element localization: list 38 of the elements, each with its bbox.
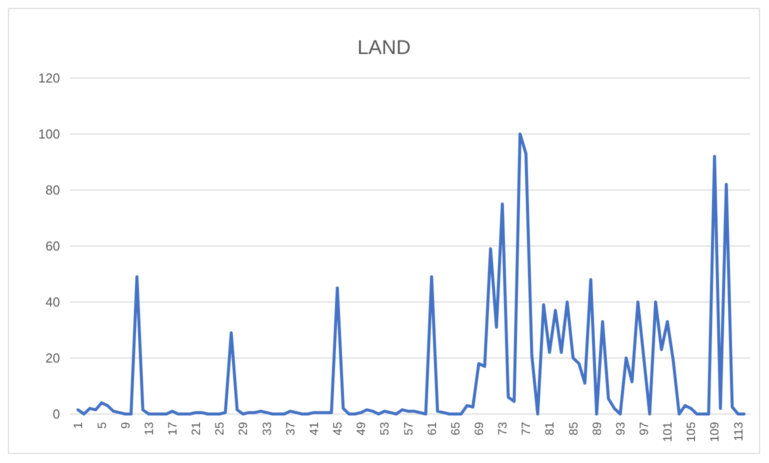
x-tick-label: 21 [189,422,204,436]
y-tick-label: 120 [38,70,60,86]
x-tick-label: 1 [71,422,86,429]
x-tick-label: 49 [354,422,368,436]
x-tick-label: 69 [472,422,486,436]
line-series [76,132,746,416]
x-tick-label: 13 [142,422,156,436]
x-tick-label: 89 [590,422,604,436]
x-tick-label: 37 [283,422,298,436]
x-tick-label: 41 [306,422,321,436]
x-tick-label: 101 [660,422,675,442]
x-tick-label: 33 [260,422,274,436]
x-tick-label: 65 [448,422,462,436]
x-tick-label: 25 [212,422,227,436]
y-tick-label: 100 [38,126,60,142]
x-tick-label: 113 [731,422,746,442]
x-tick-label: 81 [542,422,557,436]
x-tick-label: 73 [496,422,510,436]
x-tick-label: 61 [424,422,439,436]
x-tick-label: 97 [637,422,652,436]
y-tick-label: 0 [52,406,60,422]
x-tick-label: 17 [166,422,180,436]
y-tick-label: 60 [46,238,60,254]
y-tick-label: 20 [46,350,60,366]
y-tick-label: 80 [46,182,60,198]
x-tick-label: 85 [566,422,580,436]
x-tick-label: 5 [94,422,109,429]
x-tick-label: 93 [613,422,628,436]
x-tick-label: 57 [401,422,416,436]
x-tick-label: 105 [684,422,698,442]
x-tick-label: 45 [330,422,345,436]
y-tick-label: 40 [46,294,60,310]
x-tick-label: 9 [118,422,132,429]
x-tick-label: 109 [708,422,722,442]
x-tick-label: 53 [378,422,392,436]
x-tick-label: 29 [236,422,250,436]
x-tick-label: 77 [519,422,534,436]
chart-title: LAND [357,37,411,59]
